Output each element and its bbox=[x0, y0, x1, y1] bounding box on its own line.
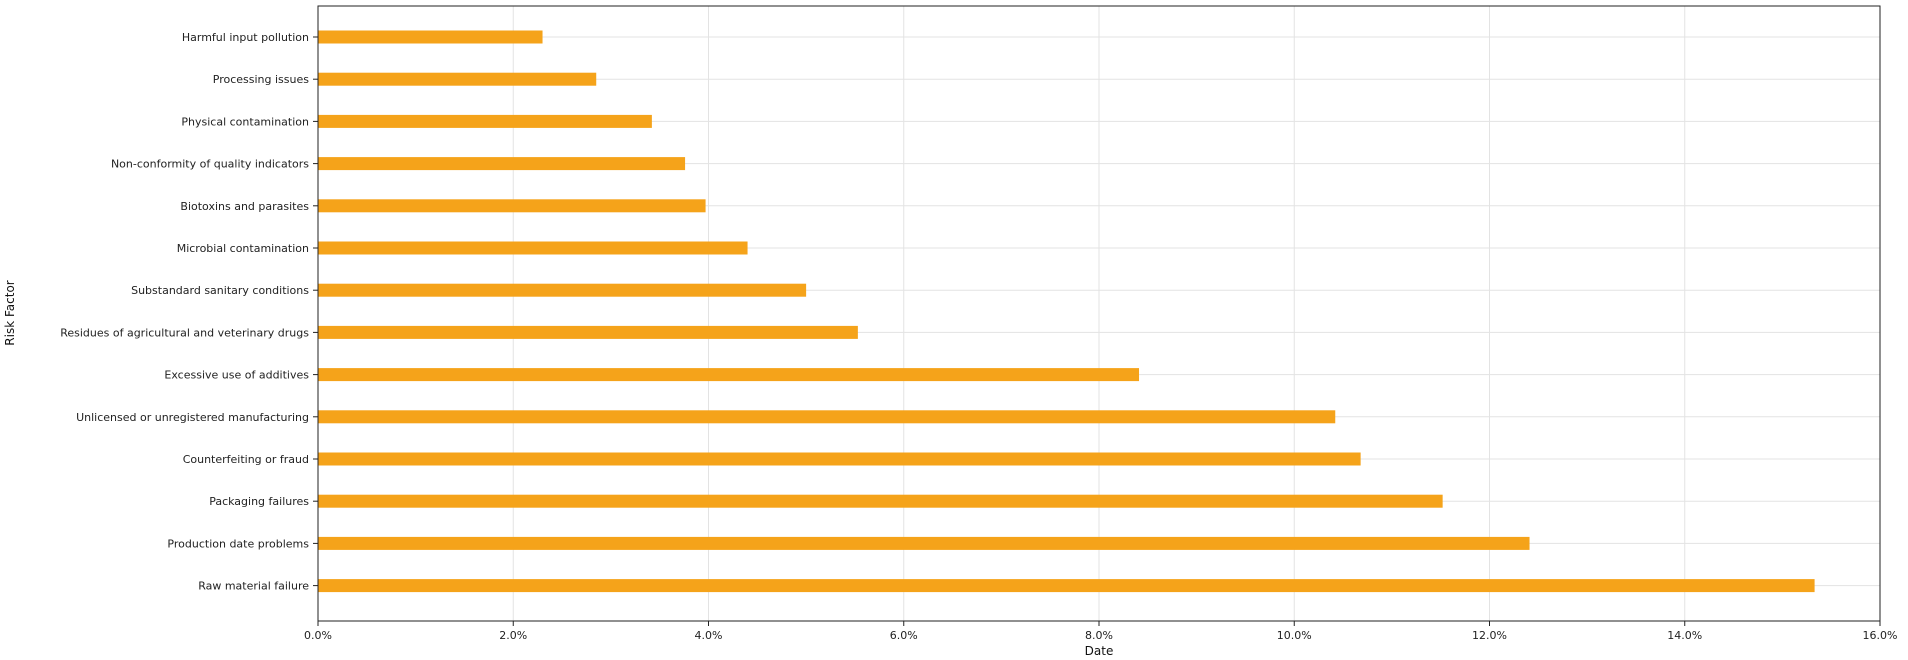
x-tick-label: 2.0% bbox=[499, 629, 527, 642]
bar bbox=[318, 199, 706, 213]
bar bbox=[318, 30, 543, 44]
y-tick-label: Excessive use of additives bbox=[164, 369, 309, 382]
y-tick-label: Residues of agricultural and veterinary … bbox=[60, 326, 309, 339]
y-axis-label: Risk Factor bbox=[3, 280, 17, 345]
x-tick-label: 12.0% bbox=[1472, 629, 1507, 642]
bar bbox=[318, 72, 597, 86]
bars bbox=[318, 30, 1815, 593]
y-tick-label: Substandard sanitary conditions bbox=[131, 284, 309, 297]
bar bbox=[318, 368, 1140, 382]
bar bbox=[318, 283, 807, 297]
x-tick-label: 14.0% bbox=[1667, 629, 1702, 642]
bar bbox=[318, 494, 1443, 508]
bar bbox=[318, 241, 748, 255]
x-tick-label: 16.0% bbox=[1863, 629, 1898, 642]
y-tick-label: Packaging failures bbox=[209, 495, 309, 508]
y-tick-label: Processing issues bbox=[213, 73, 309, 86]
y-tick-label: Unlicensed or unregistered manufacturing bbox=[76, 411, 309, 424]
x-tick-label: 6.0% bbox=[890, 629, 918, 642]
y-tick-label: Microbial contamination bbox=[177, 242, 309, 255]
y-tick-label: Counterfeiting or fraud bbox=[183, 453, 309, 466]
bar bbox=[318, 452, 1361, 466]
grid-lines bbox=[317, 6, 1881, 621]
axis-ticks: 0.0% 2.0% 4.0% 6.0% 8.0% 10.0% 12.0% 14.0% 16.0%… bbox=[60, 31, 1897, 642]
bar bbox=[318, 536, 1530, 550]
y-tick-label: Non-conformity of quality indicators bbox=[111, 158, 309, 171]
y-tick-label: Biotoxins and parasites bbox=[180, 200, 309, 213]
x-tick-label: 10.0% bbox=[1277, 629, 1312, 642]
x-tick-label: 8.0% bbox=[1085, 629, 1113, 642]
bar bbox=[318, 410, 1336, 424]
bar bbox=[318, 325, 858, 339]
x-tick-label: 0.0% bbox=[304, 629, 332, 642]
bar bbox=[318, 114, 652, 128]
y-tick-label: Production date problems bbox=[167, 537, 309, 550]
y-tick-label: Raw material failure bbox=[198, 580, 309, 593]
bar bbox=[318, 157, 686, 171]
x-axis-label: Date bbox=[1085, 644, 1114, 658]
y-tick-label: Harmful input pollution bbox=[182, 31, 309, 44]
bar bbox=[318, 579, 1815, 593]
x-tick-label: 4.0% bbox=[695, 629, 723, 642]
y-tick-label: Physical contamination bbox=[181, 115, 309, 128]
